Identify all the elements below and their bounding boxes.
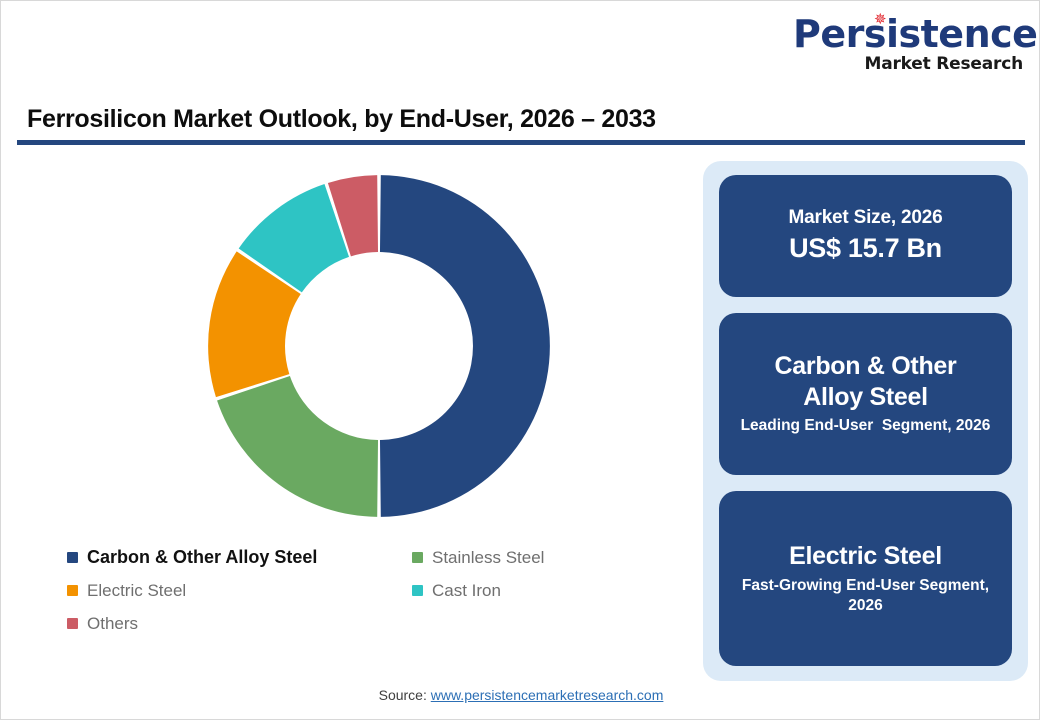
legend-item[interactable]: Cast Iron <box>412 581 667 601</box>
legend-swatch-icon <box>412 552 423 563</box>
kpi-headline: Electric Steel <box>789 542 942 571</box>
logo-subtitle: Market Research <box>864 54 1023 74</box>
legend-swatch-icon <box>67 618 78 629</box>
kpi-headline: Carbon & Other Alloy Steel <box>774 352 957 411</box>
donut-chart <box>208 175 550 517</box>
donut-slice[interactable] <box>208 251 301 398</box>
title-divider <box>17 140 1025 145</box>
legend-swatch-icon <box>67 585 78 596</box>
page-title: Ferrosilicon Market Outlook, by End-User… <box>27 105 656 133</box>
kpi-value: US$ 15.7 Bn <box>789 233 942 263</box>
logo-wordmark: Persistence ✵ <box>793 10 1038 56</box>
red-star-icon: ✵ <box>874 10 887 28</box>
legend-label: Electric Steel <box>87 580 187 600</box>
chart-legend: Carbon & Other Alloy Steel Stainless Stee… <box>67 541 667 640</box>
legend-label: Others <box>87 613 139 633</box>
donut-slice[interactable] <box>217 375 379 517</box>
legend-swatch-icon <box>412 585 423 596</box>
legend-label: Carbon & Other Alloy Steel <box>87 547 318 567</box>
kpi-card-market-size: Market Size, 2026 US$ 15.7 Bn <box>719 175 1012 297</box>
legend-swatch-icon <box>67 552 78 563</box>
legend-item[interactable]: Others <box>67 614 412 634</box>
donut-slice[interactable] <box>238 184 350 293</box>
legend-item[interactable]: Carbon & Other Alloy Steel <box>67 547 412 568</box>
kpi-panel: Market Size, 2026 US$ 15.7 Bn Carbon & O… <box>703 161 1028 681</box>
legend-item[interactable]: Stainless Steel <box>412 548 667 568</box>
kpi-card-leading-segment: Carbon & Other Alloy Steel Leading End-U… <box>719 313 1012 475</box>
donut-slice[interactable] <box>327 175 379 257</box>
chart-container: Carbon & Other Alloy Steel Stainless Stee… <box>17 156 677 666</box>
legend-item[interactable]: Electric Steel <box>67 581 412 601</box>
kpi-eyebrow: Market Size, 2026 <box>788 207 943 229</box>
donut-slice[interactable] <box>379 175 550 517</box>
source-label: Source: <box>378 687 431 703</box>
kpi-card-fastest-growing-segment: Electric Steel Fast-Growing End-User Seg… <box>719 491 1012 666</box>
kpi-subtitle: Fast-Growing End-User Segment, 2026 <box>741 576 994 614</box>
company-logo: Persistence ✵ Market Research <box>793 12 1038 74</box>
source-link[interactable]: www.persistencemarketresearch.com <box>430 687 664 703</box>
legend-label: Cast Iron <box>432 580 501 600</box>
logo-wordmark-text: Persistence <box>793 12 1038 56</box>
legend-label: Stainless Steel <box>432 547 545 567</box>
kpi-subtitle: Leading End-User Segment, 2026 <box>740 417 991 435</box>
source-footer: Source: www.persistencemarketresearch.co… <box>1 687 1039 703</box>
donut-chart-wrapper <box>17 156 677 536</box>
